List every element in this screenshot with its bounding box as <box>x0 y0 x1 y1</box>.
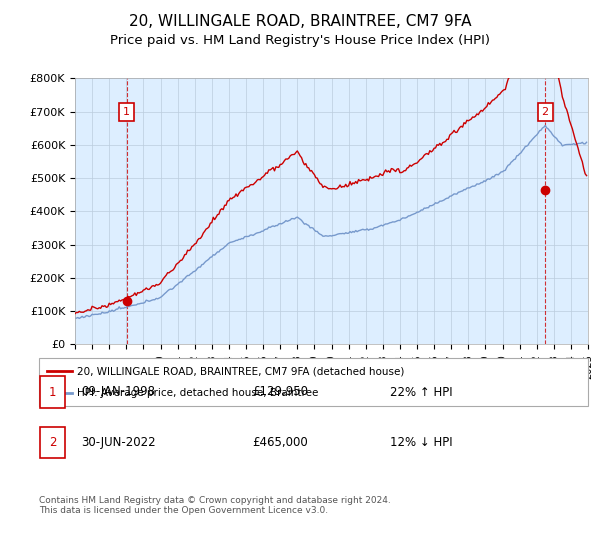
Text: 12% ↓ HPI: 12% ↓ HPI <box>390 436 452 449</box>
Text: HPI: Average price, detached house, Braintree: HPI: Average price, detached house, Brai… <box>77 388 319 398</box>
Text: 2: 2 <box>49 436 56 449</box>
Text: 1: 1 <box>49 385 56 399</box>
Text: Contains HM Land Registry data © Crown copyright and database right 2024.
This d: Contains HM Land Registry data © Crown c… <box>39 496 391 515</box>
Text: £465,000: £465,000 <box>252 436 308 449</box>
Text: 2: 2 <box>542 106 549 116</box>
Text: 30-JUN-2022: 30-JUN-2022 <box>81 436 155 449</box>
Text: 20, WILLINGALE ROAD, BRAINTREE, CM7 9FA (detached house): 20, WILLINGALE ROAD, BRAINTREE, CM7 9FA … <box>77 366 405 376</box>
Bar <box>40 427 65 458</box>
Text: £129,950: £129,950 <box>252 385 308 399</box>
Text: 22% ↑ HPI: 22% ↑ HPI <box>390 385 452 399</box>
Text: 20, WILLINGALE ROAD, BRAINTREE, CM7 9FA: 20, WILLINGALE ROAD, BRAINTREE, CM7 9FA <box>129 14 471 29</box>
Text: 1: 1 <box>123 106 130 116</box>
Bar <box>40 376 65 408</box>
Text: 09-JAN-1998: 09-JAN-1998 <box>81 385 155 399</box>
Text: Price paid vs. HM Land Registry's House Price Index (HPI): Price paid vs. HM Land Registry's House … <box>110 34 490 46</box>
